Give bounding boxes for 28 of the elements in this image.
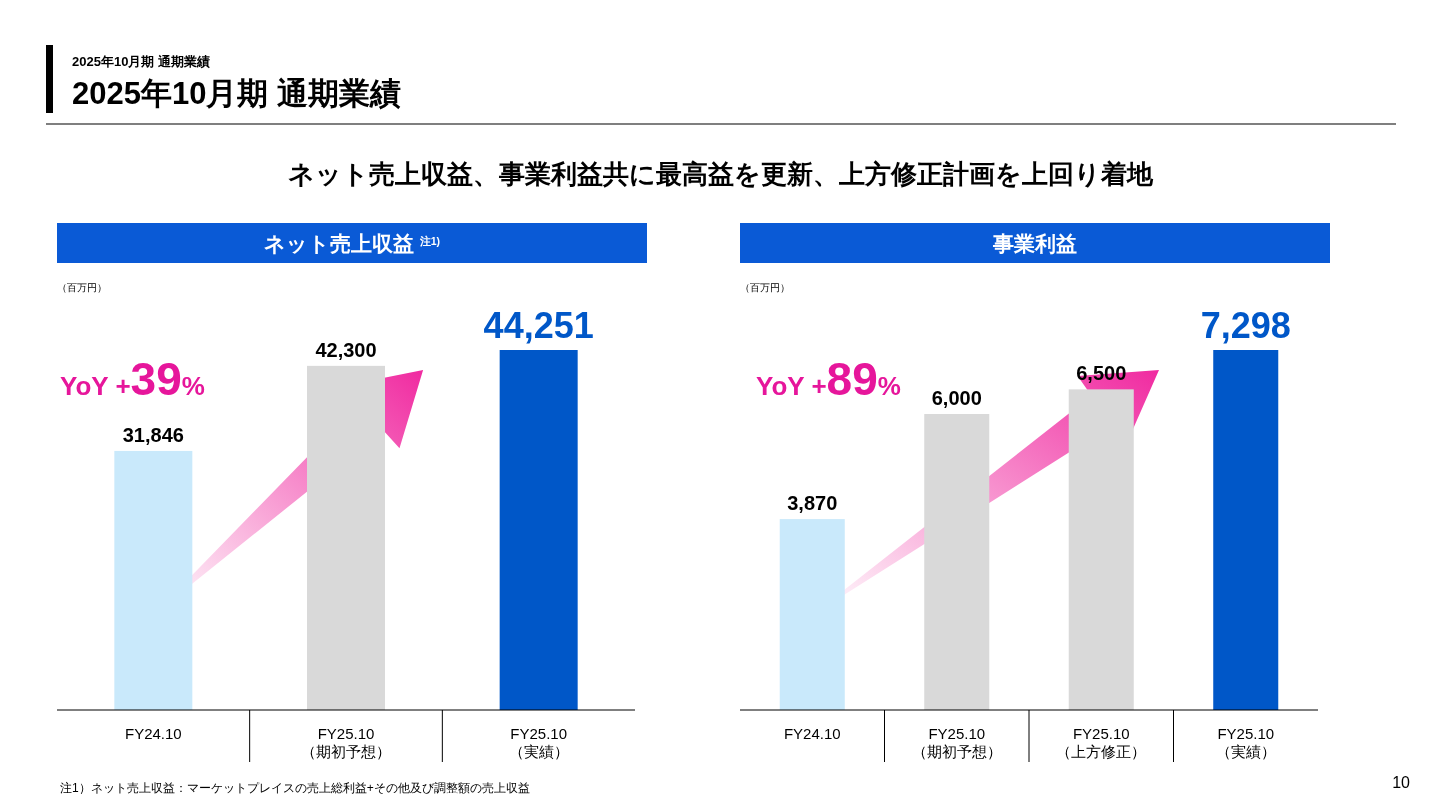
- x-tick-label: FY25.10 （実績）: [508, 725, 569, 760]
- text: ネット売上収益、事業利益共に最高益を更新、上方修正計画を上回り着地: [287, 159, 1154, 189]
- x-tick-label: FY24.10: [124, 725, 182, 742]
- data-label: 3,870: [787, 492, 838, 515]
- data-label: 31,846: [122, 423, 184, 446]
- x-tick-label: FY25.10 （期初予想）: [301, 725, 391, 760]
- data-label: 6,000: [931, 387, 982, 410]
- text: 2025年10月期 通期業績: [72, 54, 210, 69]
- text: 注1）ネット売上収益：マーケットプレイスの売上総利益+その他及び調整額の売上収益: [60, 781, 530, 795]
- x-tick-label: FY25.10 （上方修正）: [1056, 725, 1147, 760]
- bar: [1068, 389, 1134, 710]
- annotation: YoY +89%: [756, 353, 901, 405]
- bar: [924, 414, 990, 710]
- text: （百万円）: [740, 282, 790, 293]
- text: （百万円）: [57, 282, 107, 293]
- chart-title: ネット売上収益 $^{注1)}$: [263, 232, 441, 255]
- bar: [1213, 350, 1279, 710]
- annotation: YoY +39%: [60, 353, 205, 405]
- data-label: 42,300: [315, 338, 377, 361]
- x-tick-label: FY25.10 （実績）: [1215, 725, 1276, 760]
- bar: [779, 519, 845, 710]
- data-label: 44,251: [483, 305, 594, 346]
- chart-title: 事業利益: [992, 232, 1077, 255]
- x-tick-label: FY25.10 （期初予想）: [911, 725, 1002, 760]
- text: 2025年10月期 通期業績: [72, 76, 402, 111]
- text: 10: [1392, 774, 1411, 791]
- x-tick-label: FY24.10: [783, 725, 841, 742]
- data-label: 7,298: [1200, 305, 1291, 346]
